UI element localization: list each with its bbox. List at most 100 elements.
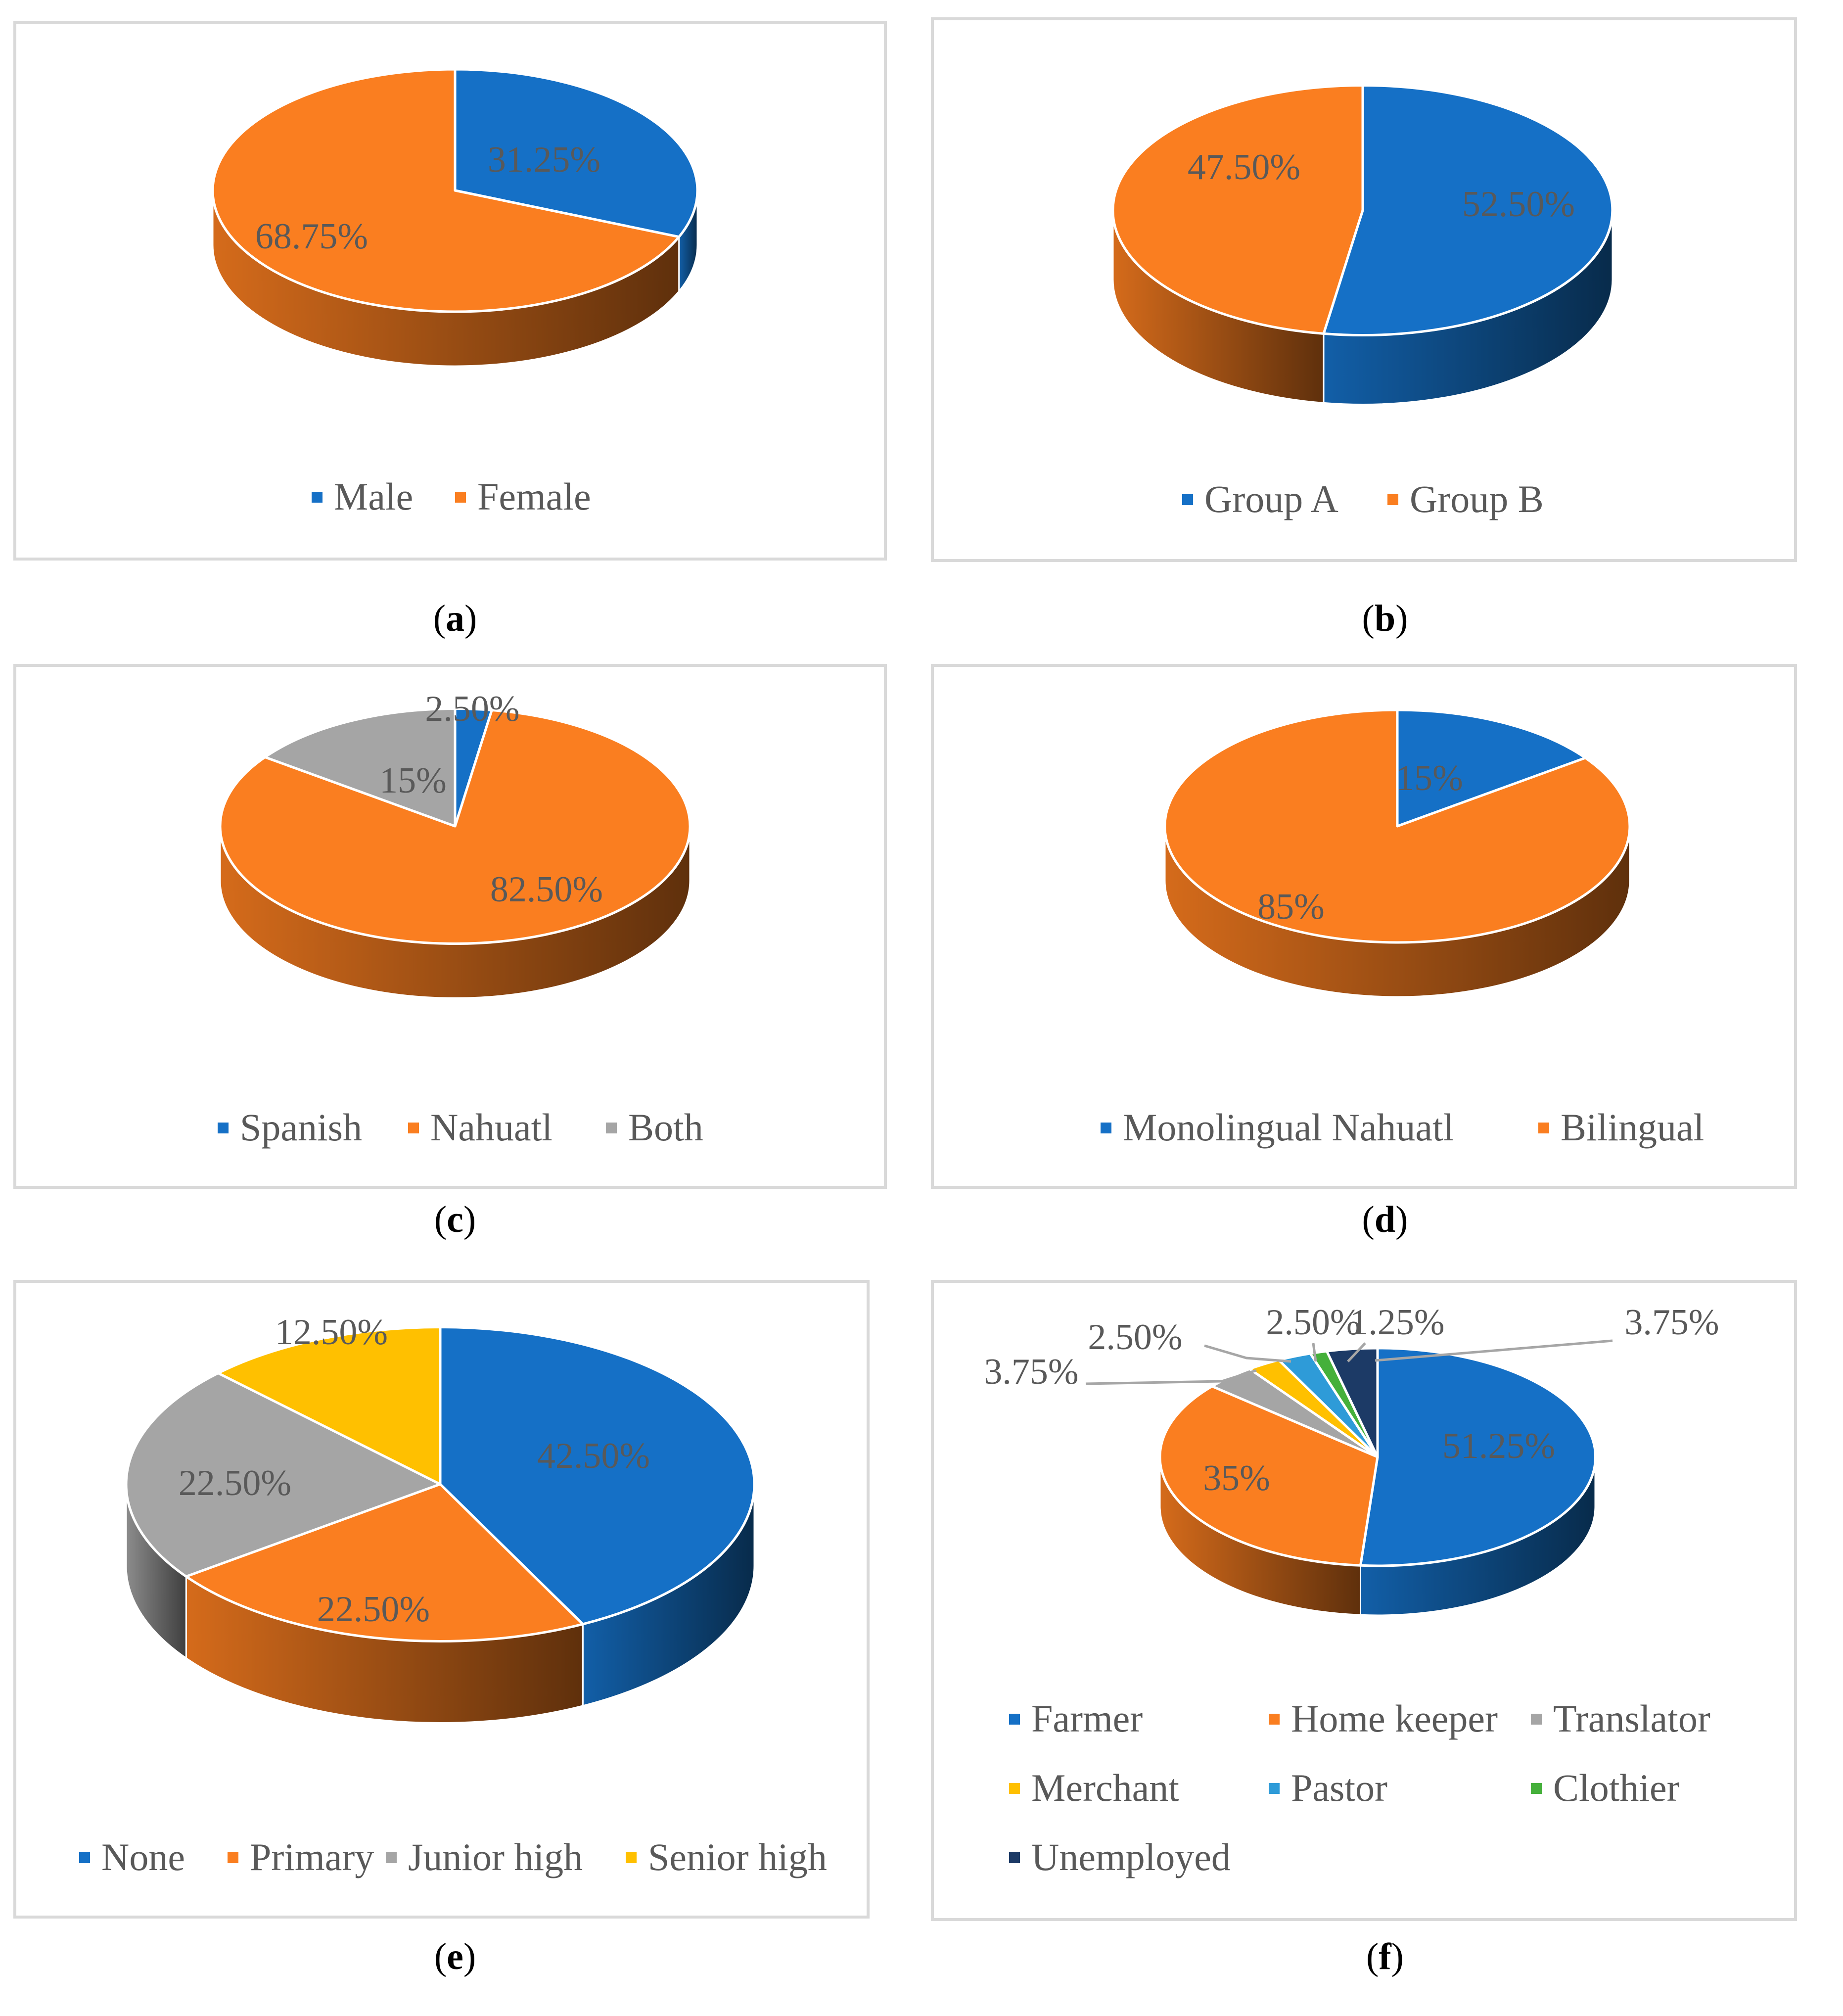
- legend: Spanish Nahuatl Both: [218, 1106, 703, 1149]
- caption-paren: (: [434, 1936, 447, 1977]
- legend-label: Female: [477, 475, 591, 518]
- legend-swatch: [606, 1123, 617, 1133]
- pie-slice-unemployed[interactable]: [1325, 1347, 1379, 1458]
- legend-swatch: [79, 1852, 90, 1863]
- pie-slice-group-b[interactable]: [1111, 84, 1364, 335]
- legend-swatch: [1531, 1783, 1542, 1794]
- legend-label: Translator: [1553, 1697, 1710, 1740]
- legend-label: Unemployed: [1031, 1835, 1231, 1878]
- legend-item-spanish[interactable]: Spanish: [218, 1106, 362, 1149]
- data-label: 47.50%: [1188, 147, 1300, 188]
- legend-item-primary[interactable]: Primary: [228, 1835, 374, 1878]
- pie-slice-senior-high[interactable]: [217, 1326, 442, 1486]
- pie-slice-bilingual[interactable]: [1163, 708, 1631, 944]
- legend-item-translator[interactable]: Translator: [1531, 1697, 1710, 1740]
- leader-line: [1375, 1339, 1613, 1362]
- data-label: 22.50%: [179, 1463, 291, 1503]
- data-label: 3.75%: [1624, 1302, 1719, 1343]
- legend-label: Merchant: [1031, 1766, 1179, 1809]
- pie-panel-a: 31.25% 68.75% Male Female (a): [13, 21, 887, 639]
- legend-item-monolingual-nahuatl[interactable]: Monolingual Nahuatl: [1101, 1106, 1454, 1149]
- legend-item-both[interactable]: Both: [606, 1106, 703, 1149]
- legend-item-pastor[interactable]: Pastor: [1269, 1766, 1387, 1809]
- legend: Farmer Home keeper Translator Merchant Pasto…: [1009, 1697, 1710, 1878]
- legend: Monolingual Nahuatl Bilingual: [1101, 1106, 1704, 1149]
- legend-item-nahuatl[interactable]: Nahuatl: [408, 1106, 553, 1149]
- data-label: 2.50%: [1088, 1317, 1182, 1358]
- legend-label: Monolingual Nahuatl: [1123, 1106, 1454, 1149]
- legend-swatch: [626, 1852, 637, 1863]
- legend-item-bilingual[interactable]: Bilingual: [1538, 1106, 1704, 1149]
- panel-caption: (e): [434, 1936, 476, 1977]
- data-label: 15%: [379, 760, 447, 801]
- legend-item-clothier[interactable]: Clothier: [1531, 1766, 1680, 1809]
- data-label: 52.50%: [1462, 184, 1575, 225]
- legend-item-group-a[interactable]: Group A: [1182, 477, 1338, 520]
- pie-slice-monolingual-nahuatl[interactable]: [1396, 708, 1587, 828]
- legend-item-junior-high[interactable]: Junior high: [386, 1835, 583, 1878]
- legend-swatch: [1009, 1714, 1020, 1725]
- pie-slices: [1111, 84, 1614, 336]
- legend-label: Farmer: [1031, 1697, 1143, 1740]
- legend-item-home-keeper[interactable]: Home keeper: [1269, 1697, 1498, 1740]
- legend-label: Male: [334, 475, 413, 518]
- legend-label: Junior high: [408, 1835, 583, 1878]
- pie-panel-e: 42.50% 22.50% 22.50% 12.50% None Primary Junio…: [13, 1280, 870, 1977]
- legend-swatch: [218, 1123, 229, 1133]
- legend-swatch: [386, 1852, 397, 1863]
- caption-paren: (: [1366, 1936, 1379, 1977]
- data-label: 82.50%: [490, 869, 603, 910]
- legend-swatch: [1538, 1123, 1549, 1133]
- legend-item-group-b[interactable]: Group B: [1387, 477, 1544, 520]
- pie-slice-both[interactable]: [264, 707, 457, 828]
- data-label: 2.50%: [1266, 1302, 1360, 1343]
- data-label: 12.50%: [275, 1312, 388, 1353]
- legend-item-merchant[interactable]: Merchant: [1009, 1766, 1179, 1809]
- legend-swatch: [312, 492, 323, 503]
- legend-swatch: [408, 1123, 419, 1133]
- data-label: 15%: [1396, 758, 1463, 798]
- pie-side-walls: [125, 1484, 755, 1724]
- pie-slice-group-a[interactable]: [1322, 84, 1614, 336]
- caption-paren: (: [1362, 598, 1375, 639]
- pie-slice-none[interactable]: [439, 1326, 756, 1626]
- leader-line: [1347, 1342, 1366, 1362]
- legend-swatch: [1269, 1714, 1280, 1725]
- caption-letter: c: [447, 1199, 463, 1240]
- pie-panel-f: 51.25%35%3.75%2.50% 2.50%1.25% 3.75%Farmer…: [931, 1280, 1797, 1977]
- pie-slice-junior-high[interactable]: [125, 1372, 442, 1578]
- legend-swatch: [1009, 1783, 1020, 1794]
- legend-label: Senior high: [648, 1835, 827, 1878]
- pie-slice-male[interactable]: [454, 68, 699, 238]
- caption-paren: ): [463, 1936, 476, 1977]
- pie-slice-female[interactable]: [211, 68, 681, 313]
- legend-item-farmer[interactable]: Farmer: [1009, 1697, 1143, 1740]
- legend: Group A Group B: [1182, 477, 1544, 520]
- legend-swatch: [1269, 1783, 1280, 1794]
- leader-line: [1312, 1343, 1317, 1362]
- data-label: 85%: [1257, 887, 1325, 927]
- pie-slice-home-keeper[interactable]: [1158, 1385, 1379, 1567]
- legend: Male Female: [312, 475, 591, 518]
- legend-label: Pastor: [1291, 1766, 1387, 1809]
- legend-item-unemployed[interactable]: Unemployed: [1009, 1835, 1231, 1878]
- legend-swatch: [1009, 1852, 1020, 1863]
- panel-caption: (f): [1366, 1936, 1404, 1977]
- pie-slice-farmer[interactable]: [1359, 1347, 1597, 1567]
- legend-label: Both: [628, 1106, 703, 1149]
- caption-paren: ): [1391, 1936, 1404, 1977]
- legend: None Primary Junior high Senior high: [79, 1835, 827, 1878]
- legend-item-senior-high[interactable]: Senior high: [626, 1835, 827, 1878]
- panel-caption: (c): [434, 1199, 476, 1240]
- legend-label: Home keeper: [1291, 1697, 1498, 1740]
- legend-item-male[interactable]: Male: [312, 475, 413, 518]
- pie-panel-d: 15% 85% Monolingual Nahuatl Bilingual (d): [931, 664, 1797, 1240]
- legend-item-female[interactable]: Female: [455, 475, 591, 518]
- panel-caption: (b): [1362, 598, 1408, 639]
- legend-label: Group A: [1204, 477, 1338, 520]
- pie-slice-primary[interactable]: [184, 1483, 584, 1642]
- legend-item-none[interactable]: None: [79, 1835, 185, 1878]
- data-label: 22.50%: [317, 1589, 430, 1630]
- legend-swatch: [228, 1852, 238, 1863]
- caption-letter: b: [1375, 598, 1395, 639]
